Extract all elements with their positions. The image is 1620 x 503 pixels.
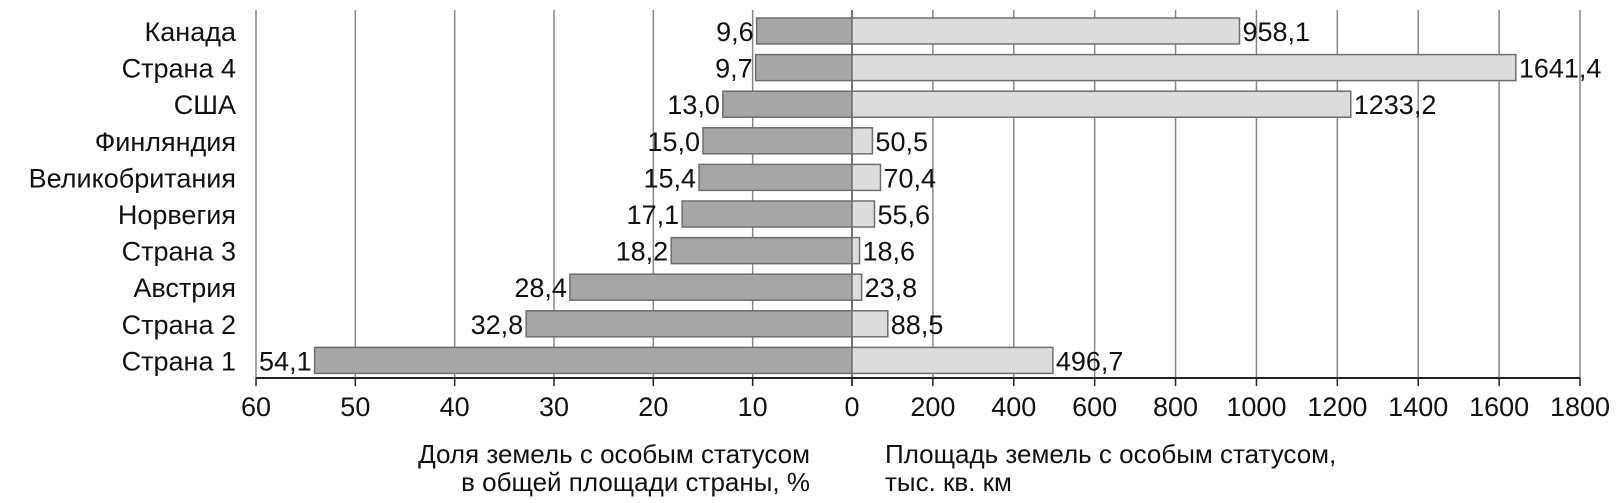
value-label-right: 23,8 — [865, 273, 918, 303]
tick-label-right: 1200 — [1307, 392, 1367, 422]
bar-right-area — [851, 17, 1241, 45]
value-label-left: 13,0 — [667, 90, 720, 120]
tick-label-left: 60 — [241, 392, 271, 422]
tick-label-left: 50 — [340, 392, 370, 422]
category-label: Финляндия — [95, 127, 236, 157]
tick-label-left: 20 — [638, 392, 668, 422]
category-labels: Канада Страна 4 США Финляндия Великобритания… — [29, 17, 237, 376]
value-label-right: 1233,2 — [1354, 90, 1437, 120]
tick-label-right: 1800 — [1550, 392, 1610, 422]
bar-left-share — [670, 236, 853, 265]
left-axis-title: Доля земель с особым статусом в общей пл… — [418, 440, 810, 496]
tick-label-right: 400 — [991, 392, 1036, 422]
value-label-right: 70,4 — [883, 163, 936, 193]
value-label-left: 28,4 — [514, 273, 567, 303]
category-label: Норвегия — [118, 200, 236, 230]
bar-left-share — [722, 90, 853, 118]
value-label-right: 55,6 — [877, 200, 930, 230]
bar-left-share — [754, 53, 853, 82]
bar-right-area — [851, 163, 882, 192]
bar-right-area — [851, 236, 861, 265]
value-label-left: 9,7 — [715, 54, 753, 84]
bar-right-area — [851, 90, 1352, 118]
left-axis-title-line-1: Доля земель с особым статусом — [418, 439, 810, 469]
right-axis-title-line-2: тыс. кв. км — [885, 467, 1012, 497]
tick-label-right: 1400 — [1388, 392, 1448, 422]
category-label: Страна 4 — [122, 54, 236, 84]
tick-label-left: 30 — [539, 392, 569, 422]
bar-right-area — [851, 346, 1054, 375]
value-label-right: 1641,4 — [1519, 54, 1602, 84]
value-labels: 9,6 958,1 9,7 1641,4 13,0 1233,2 15,0 50,5 15,4 7… — [259, 17, 1601, 376]
bar-left-share — [569, 273, 853, 301]
value-label-left: 32,8 — [471, 310, 524, 340]
category-label: Страна 3 — [122, 237, 236, 267]
category-label: Страна 2 — [122, 310, 236, 340]
tick-label-right: 1000 — [1226, 392, 1286, 422]
category-label: Великобритания — [29, 163, 236, 193]
bar-left-share — [313, 346, 853, 375]
bar-left-share — [681, 200, 853, 228]
bar-left-share — [702, 127, 853, 155]
value-label-right: 18,6 — [863, 237, 916, 267]
tick-label-right: 600 — [1072, 392, 1117, 422]
left-axis-title-line-2: в общей площади страны, % — [461, 467, 810, 497]
category-label: Австрия — [133, 273, 236, 303]
tick-label-right: 1600 — [1469, 392, 1529, 422]
tick-label-right: 200 — [910, 392, 955, 422]
value-label-left: 17,1 — [627, 200, 680, 230]
value-label-left: 15,0 — [647, 127, 700, 157]
bar-left-share — [755, 17, 853, 45]
right-axis-title-line-1: Площадь земель с особым статусом, — [885, 439, 1337, 469]
value-label-right: 50,5 — [875, 127, 928, 157]
bar-right-area — [851, 200, 876, 228]
bar-right-area — [851, 53, 1517, 82]
tick-label-left: 0 — [844, 392, 859, 422]
bar-left-share — [525, 310, 853, 338]
category-label: Канада — [145, 17, 237, 47]
bar-right-area — [851, 273, 863, 301]
value-label-right: 958,1 — [1242, 17, 1310, 47]
tick-label-left: 40 — [440, 392, 470, 422]
category-label: США — [174, 90, 236, 120]
bar-right-area — [851, 127, 874, 155]
right-axis-title: Площадь земель с особым статусом, тыс. к… — [885, 440, 1336, 496]
value-label-right: 496,7 — [1056, 346, 1124, 376]
value-label-left: 9,6 — [716, 17, 754, 47]
tick-label-right: 800 — [1153, 392, 1198, 422]
value-label-left: 15,4 — [643, 163, 696, 193]
category-label: Страна 1 — [122, 346, 236, 376]
value-label-right: 88,5 — [891, 310, 944, 340]
tick-label-left: 10 — [738, 392, 768, 422]
bar-right-area — [851, 310, 889, 338]
value-label-left: 54,1 — [259, 346, 312, 376]
value-label-left: 18,2 — [616, 237, 669, 267]
bars — [313, 17, 1517, 375]
x-axis: 60 50 40 30 20 10 0 200 400 600 800 1000 1200 1400 160… — [241, 377, 1610, 422]
bar-left-share — [698, 163, 853, 192]
